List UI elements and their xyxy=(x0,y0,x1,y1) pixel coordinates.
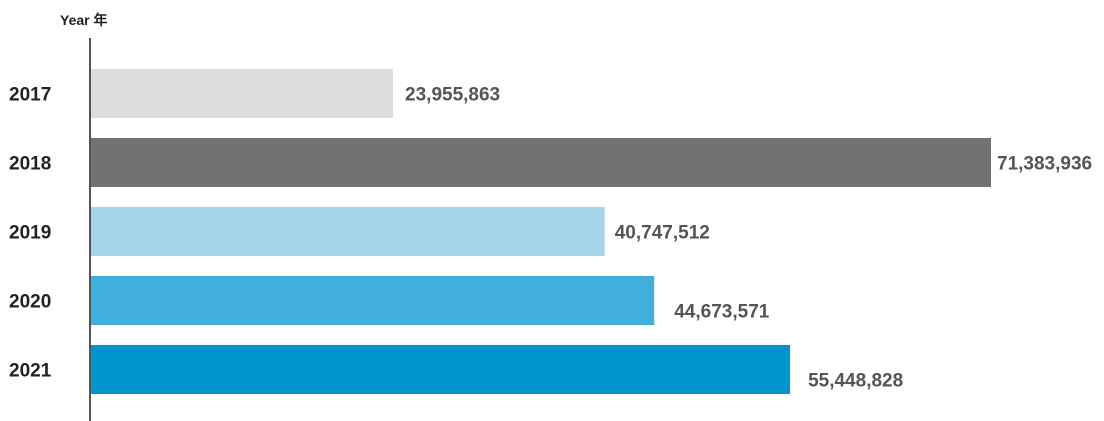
tick-label-2021: 2021 xyxy=(9,361,52,382)
value-labels-group: 23,955,863 71,383,936 40,747,512 44,673,571… xyxy=(405,85,1092,392)
tick-label-2017: 2017 xyxy=(9,85,51,106)
bars-group xyxy=(91,69,991,394)
bar-2020 xyxy=(91,276,655,325)
value-label-2017: 23,955,863 xyxy=(405,85,500,106)
value-label-2018: 71,383,936 xyxy=(997,154,1092,175)
bar-2019 xyxy=(91,207,605,256)
bar-2017 xyxy=(91,69,394,118)
axis-title: Year 年 xyxy=(60,12,107,28)
value-label-2019: 40,747,512 xyxy=(615,223,710,244)
tick-labels-group: 2017 2018 2019 2020 2021 xyxy=(9,85,52,382)
tick-label-2019: 2019 xyxy=(9,223,51,244)
value-label-2020: 44,673,571 xyxy=(674,302,770,323)
tick-label-2020: 2020 xyxy=(9,292,51,313)
bar-2018 xyxy=(91,138,991,187)
tick-label-2018: 2018 xyxy=(9,154,51,175)
value-label-2021: 55,448,828 xyxy=(808,371,903,392)
bar-2021 xyxy=(91,345,791,394)
